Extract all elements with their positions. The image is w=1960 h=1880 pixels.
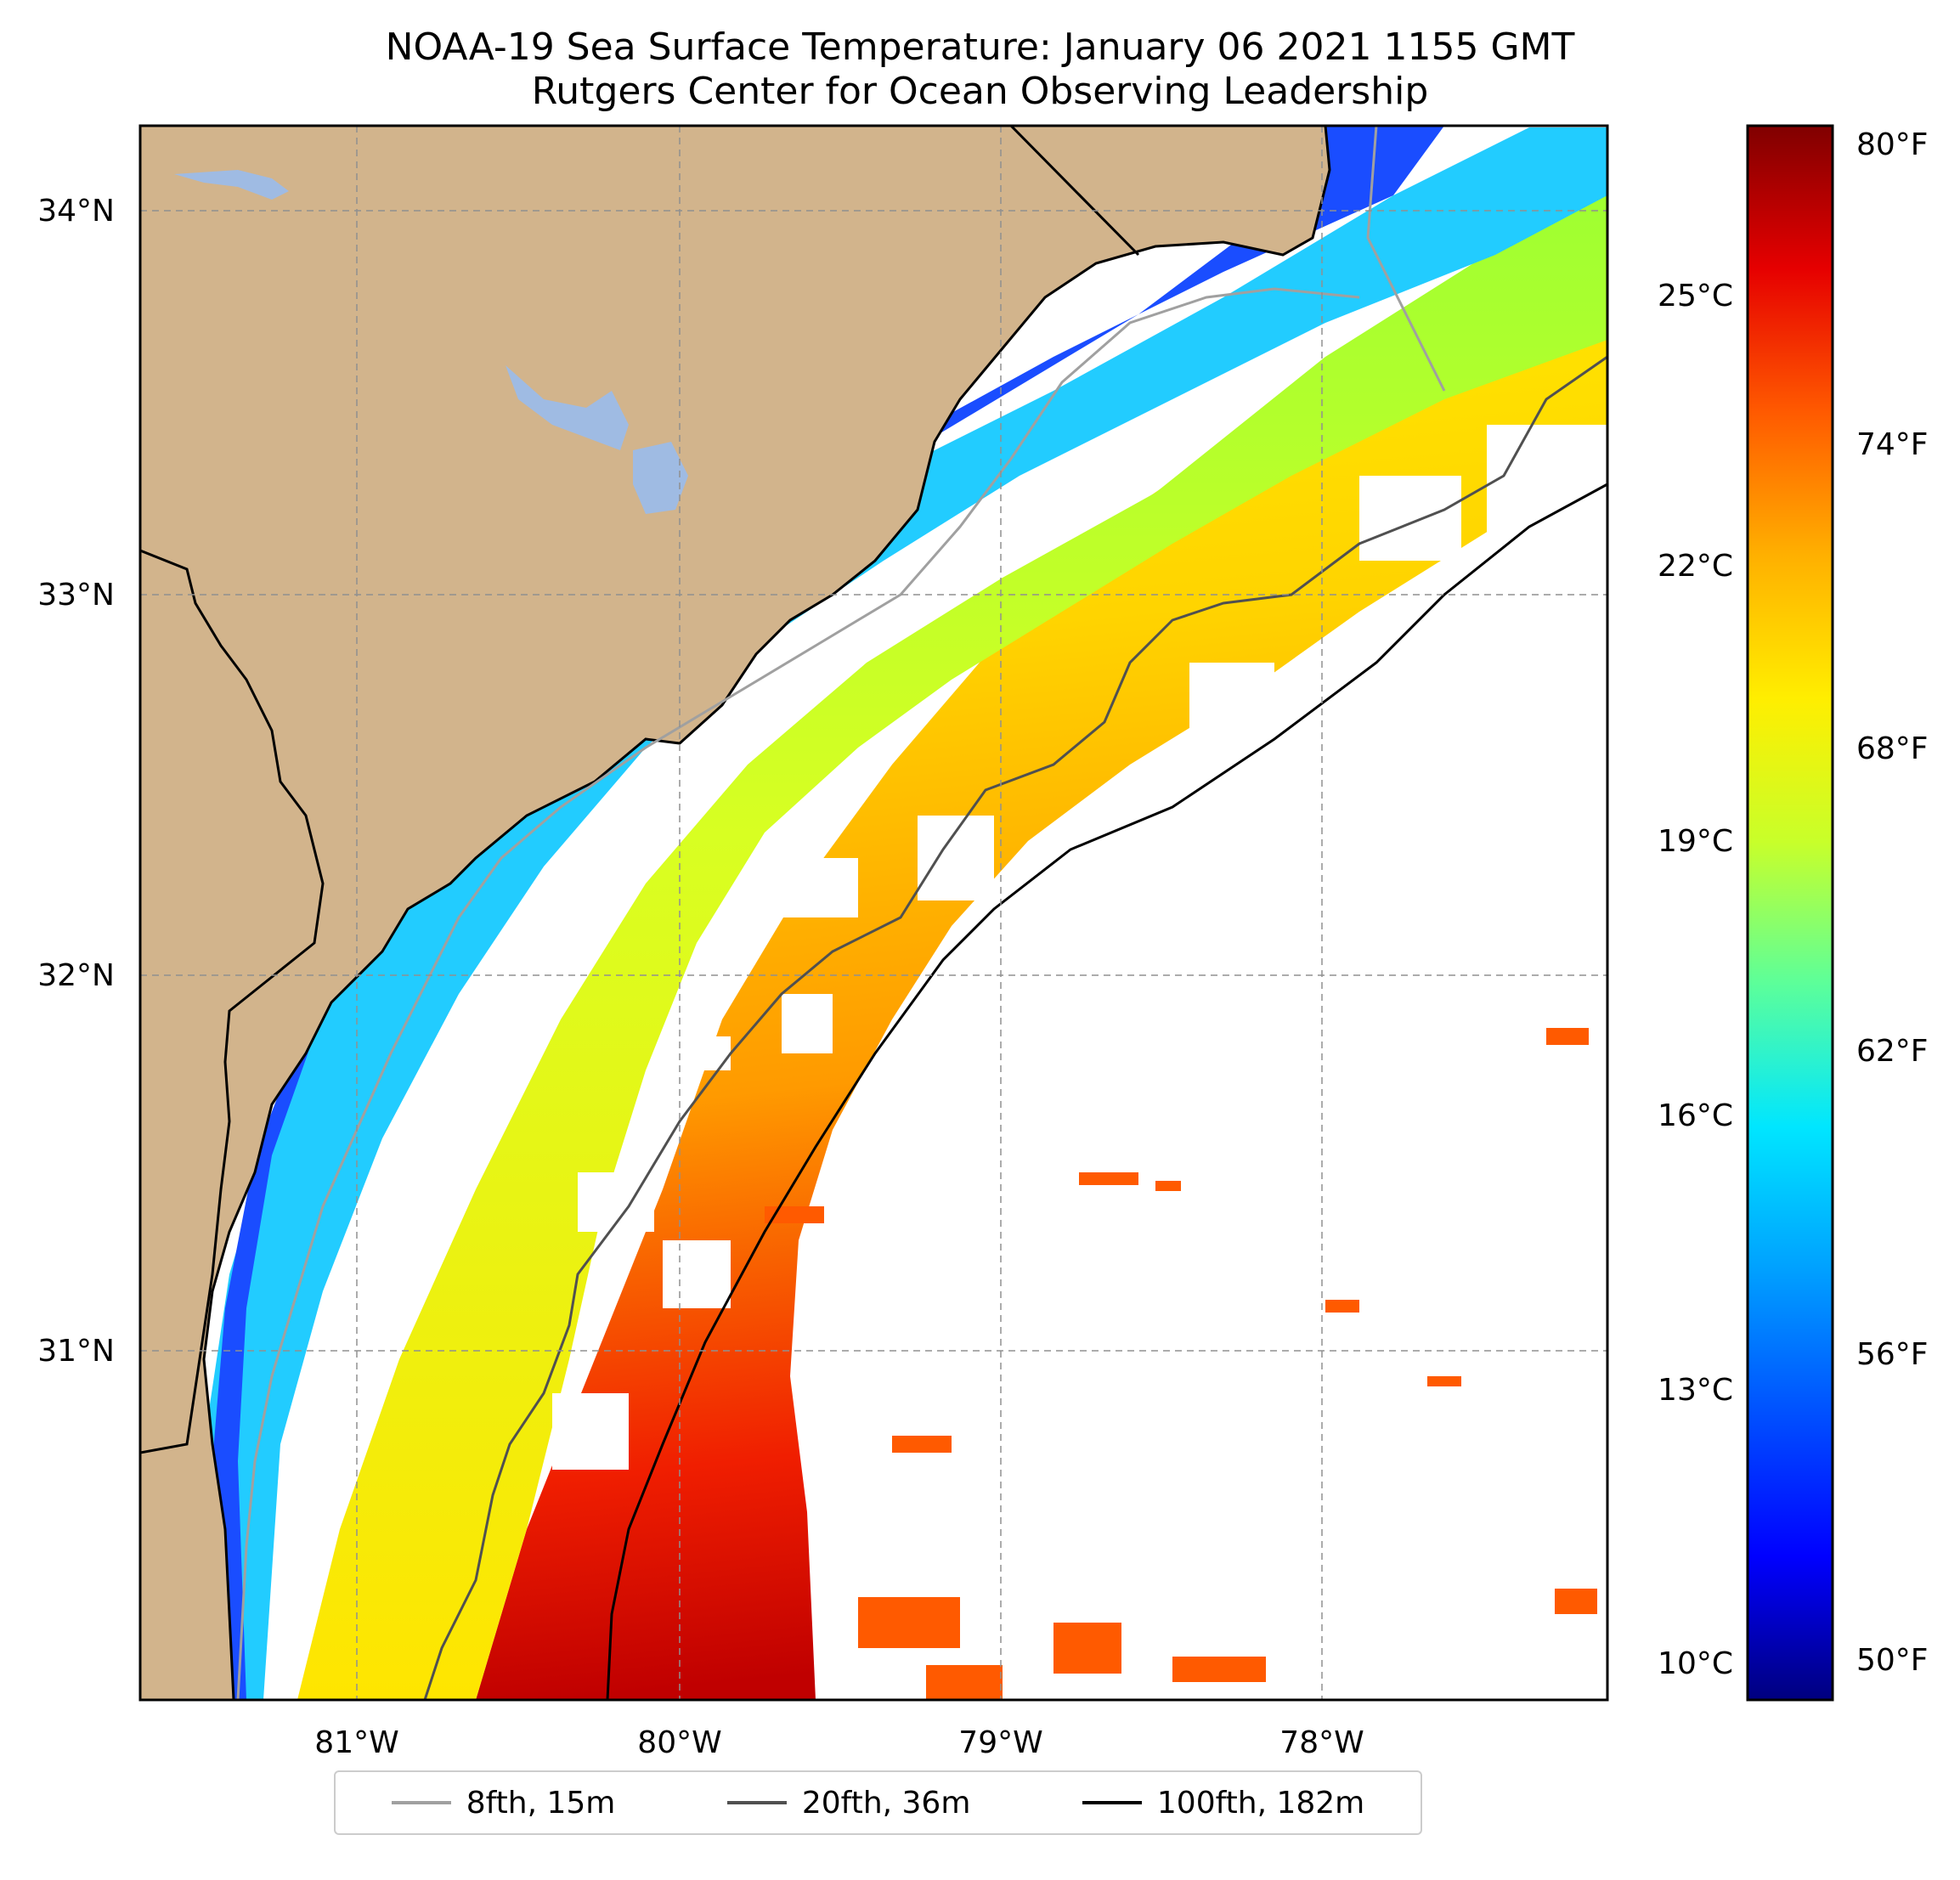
colorbar-celsius-labels: 25°C 22°C 19°C 16°C 13°C 10°C xyxy=(1658,279,1733,1681)
legend-item-8fth: 8fth, 15m xyxy=(391,1785,616,1821)
chart-title-line1: NOAA-19 Sea Surface Temperature: January… xyxy=(385,25,1575,69)
lon-label: 80°W xyxy=(637,1725,721,1760)
lake-moultrie xyxy=(633,442,688,514)
coastline xyxy=(202,126,1331,1700)
legend-item-20fth: 20fth, 36m xyxy=(726,1785,971,1821)
sst-transition-band xyxy=(297,127,1607,1700)
cloud-patches xyxy=(552,425,1607,1470)
lon-label: 79°W xyxy=(958,1725,1042,1760)
legend-swatch xyxy=(1082,1801,1142,1804)
graticule xyxy=(140,126,1607,1700)
colorbar-fahrenheit-labels: 80°F 74°F 68°F 62°F 56°F 50°F xyxy=(1856,127,1929,1678)
fahrenheit-label: 56°F xyxy=(1856,1337,1929,1372)
fahrenheit-label: 80°F xyxy=(1856,127,1929,162)
celsius-label: 19°C xyxy=(1658,824,1733,859)
legend-swatch xyxy=(726,1801,787,1804)
legend-label: 20fth, 36m xyxy=(801,1785,971,1821)
celsius-label: 16°C xyxy=(1658,1098,1733,1133)
celsius-label: 25°C xyxy=(1658,279,1733,313)
lake-marion xyxy=(506,365,629,450)
state-border xyxy=(140,549,325,1454)
isobath-8fth xyxy=(236,126,1446,1700)
legend-swatch xyxy=(391,1801,451,1804)
legend-label: 8fth, 15m xyxy=(466,1785,616,1821)
lon-label: 81°W xyxy=(314,1725,398,1760)
sst-warm-band xyxy=(476,238,1607,1700)
isobath-20fth xyxy=(423,355,1607,1700)
isobath-100fth xyxy=(606,483,1607,1700)
lat-label: 33°N xyxy=(37,578,115,613)
lat-label: 34°N xyxy=(37,194,115,229)
celsius-label: 22°C xyxy=(1658,549,1733,584)
celsius-label: 10°C xyxy=(1658,1646,1733,1681)
fahrenheit-label: 68°F xyxy=(1856,731,1929,766)
lon-label: 78°W xyxy=(1279,1725,1364,1760)
sst-nearshore-cyan xyxy=(204,127,1607,1700)
fahrenheit-label: 74°F xyxy=(1856,427,1929,462)
lat-label: 31°N xyxy=(37,1334,115,1369)
chart-title-line2: Rutgers Center for Ocean Observing Leade… xyxy=(531,70,1429,113)
legend-item-100fth: 100fth, 182m xyxy=(1082,1786,1364,1821)
longitude-labels: 81°W 80°W 79°W 78°W xyxy=(314,1725,1364,1760)
legend-label: 100fth, 182m xyxy=(1156,1785,1365,1821)
fahrenheit-label: 62°F xyxy=(1856,1034,1929,1069)
isobath-legend: 8fth, 15m 20fth, 36m 100fth, 182m xyxy=(334,1770,1422,1835)
offshore-warm-specks xyxy=(765,1028,1597,1700)
lake-north xyxy=(174,170,289,200)
map-area xyxy=(140,126,1607,1700)
state-border-north xyxy=(1009,126,1140,257)
latitude-labels: 34°N 33°N 32°N 31°N xyxy=(37,194,115,1369)
celsius-label: 13°C xyxy=(1658,1373,1733,1408)
lat-label: 32°N xyxy=(37,958,115,993)
colorbar xyxy=(1746,124,1834,1702)
fahrenheit-label: 50°F xyxy=(1856,1643,1929,1678)
land-mass xyxy=(140,126,1330,1700)
map-border xyxy=(138,124,1609,1702)
